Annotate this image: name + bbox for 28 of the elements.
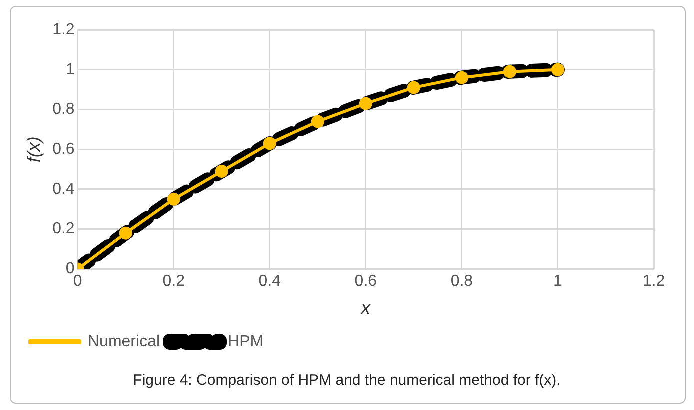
y-tick-label: 1 [66, 61, 75, 78]
x-tick-label: 0.4 [258, 273, 282, 290]
y-tick-label: 0 [66, 260, 75, 278]
legend-label: Numerical [88, 333, 160, 350]
point [167, 192, 180, 206]
point [311, 115, 324, 128]
x-tick-label: 1 [554, 273, 563, 290]
point [551, 63, 564, 76]
point [263, 137, 276, 150]
y-tick-label: 0.8 [52, 101, 75, 118]
legend-label: HPM [228, 333, 264, 350]
point [503, 65, 516, 78]
x-axis-title: x [360, 298, 372, 318]
point [407, 81, 420, 94]
point [455, 71, 468, 84]
y-tick-label: 1.2 [52, 21, 75, 38]
x-tick-label: 1.2 [642, 273, 666, 290]
y-tick-label: 0.6 [52, 141, 75, 158]
y-tick-label: 0.2 [52, 220, 75, 238]
y-axis-title: f(x) [24, 136, 44, 163]
point [359, 97, 372, 110]
x-tick-label: 0.6 [354, 273, 378, 290]
point [119, 226, 132, 240]
caption: Figure 4: Comparison of HPM and the numerical method for f(x). [132, 372, 562, 389]
x-tick-label: 0.2 [162, 273, 186, 290]
y-tick-label: 0.4 [52, 180, 75, 198]
x-tick-label: 0.8 [450, 273, 474, 290]
point [215, 165, 228, 178]
